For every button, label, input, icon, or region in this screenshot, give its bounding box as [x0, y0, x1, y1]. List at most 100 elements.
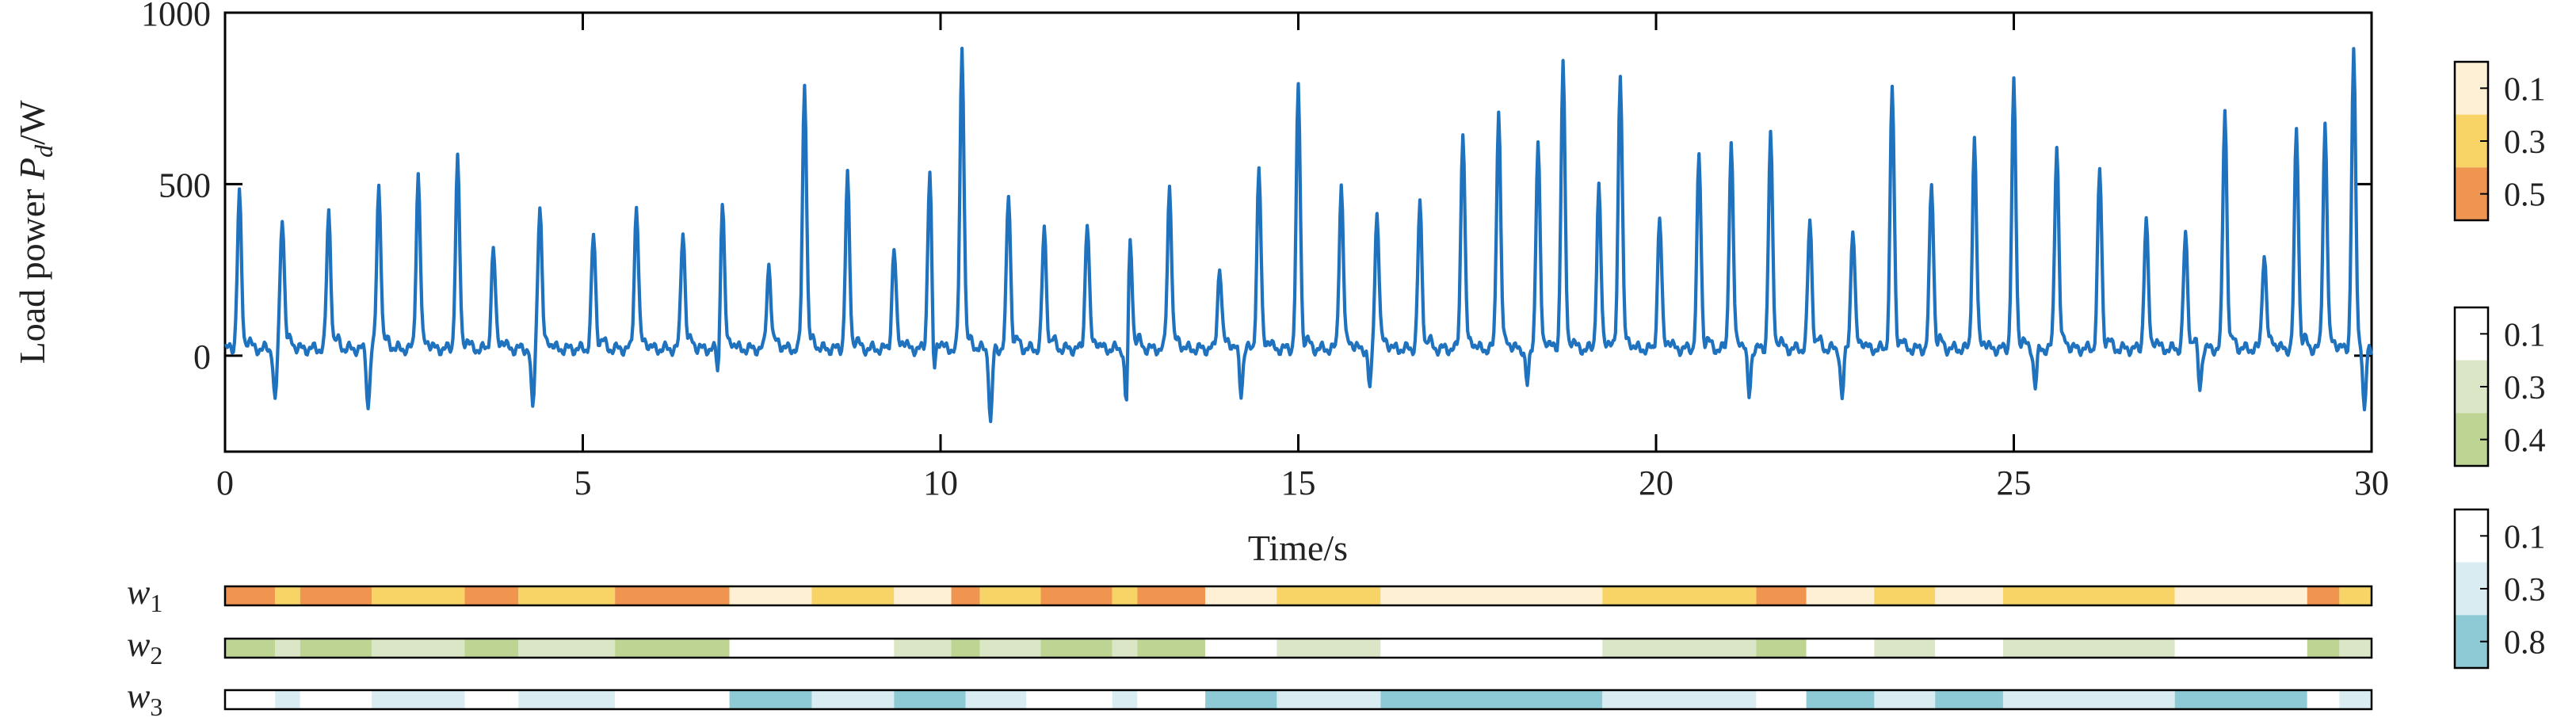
strip-w1-segment: [1112, 586, 1138, 605]
strip-w1-segment: [1380, 586, 1603, 605]
strip-w3-segment: [965, 690, 1027, 709]
strip-w2-segment: [1137, 639, 1206, 658]
strip-w2-segment: [1602, 639, 1757, 658]
y-tick-label: 0: [193, 338, 211, 376]
colorbar-w2-label: 0.4: [2504, 423, 2546, 460]
strip-w3-segment: [1806, 690, 1875, 709]
strip-w3-segment: [615, 690, 730, 709]
strip-w1-label: w1: [127, 573, 162, 617]
strip-w2-segment: [300, 639, 372, 658]
colorbar-w2-border: [2453, 306, 2490, 467]
strip-w2-segment: [225, 639, 276, 658]
strip-w1-segment: [1806, 586, 1875, 605]
strip-w3-segment: [1137, 690, 1206, 709]
strip-w3-segment: [1602, 690, 1757, 709]
strip-w3-segment: [2339, 690, 2372, 709]
colorbars: 0.1 0.3 0.5 0.1 0.3 0.4 0.1 0.3 0.8: [2453, 60, 2546, 670]
strip-w1-segment: [1874, 586, 1936, 605]
strip-w1-segment: [2002, 586, 2175, 605]
strip-w3-segment: [300, 690, 372, 709]
x-tick-label: 20: [1639, 464, 1673, 502]
plot-area: [223, 11, 2373, 453]
strip-w3-segment: [1277, 690, 1381, 709]
strip-w2-segment: [1040, 639, 1112, 658]
weight-strips: w1 w2 w3: [127, 573, 2373, 721]
strip-w2-segment: [729, 639, 895, 658]
colorbar-w2-label: 0.3: [2504, 370, 2546, 406]
x-tick-label: 0: [216, 464, 234, 502]
strip-w1-segment: [464, 586, 519, 605]
strip-w2-segment: [979, 639, 1041, 658]
strip-w1-segment: [2174, 586, 2307, 605]
strip-w1-segment: [1137, 586, 1206, 605]
colorbar-w1-label: 0.5: [2504, 177, 2546, 214]
strip-w3-segment: [1380, 690, 1603, 709]
strip-w3-segment: [1935, 690, 2003, 709]
strip-w3-segment: [518, 690, 616, 709]
strip-w1-segment: [1602, 586, 1757, 605]
strip-w3-segment: [2002, 690, 2175, 709]
strip-w1-segment: [979, 586, 1041, 605]
strip-w3-segment: [372, 690, 465, 709]
strip-w2-segment: [1380, 639, 1603, 658]
strip-w3-segment: [811, 690, 895, 709]
strip-w2-segment: [615, 639, 730, 658]
strip-w3-segment: [1112, 690, 1138, 709]
strip-w2-segment: [1806, 639, 1875, 658]
colorbar-w1-label: 0.3: [2504, 124, 2546, 161]
x-tick-label: 15: [1281, 464, 1316, 502]
y-axis-title: Load power Pd/W: [12, 100, 58, 364]
x-tick-label: 5: [574, 464, 592, 502]
strip-w2-segment: [1112, 639, 1138, 658]
strip-w3-border: [223, 689, 2373, 711]
strip-w2-segment: [951, 639, 980, 658]
strip-w1-segment: [275, 586, 300, 605]
strip-w1-segment: [1935, 586, 2003, 605]
colorbar-w3-label: 0.3: [2504, 572, 2546, 609]
strip-w2-segment: [2307, 639, 2340, 658]
x-tick-label: 30: [2354, 464, 2389, 502]
strip-w1-segment: [1277, 586, 1381, 605]
colorbar-w1-border: [2453, 60, 2490, 222]
strip-w2-segment: [2174, 639, 2307, 658]
strip-w3-segment: [1756, 690, 1807, 709]
strip-w3-segment: [464, 690, 519, 709]
strip-w2-border: [223, 637, 2373, 659]
y-axis-title-prefix: Load power: [12, 180, 52, 364]
strip-w1-segment: [372, 586, 465, 605]
strip-w1-segment: [1205, 586, 1277, 605]
strip-w1-segment: [2339, 586, 2372, 605]
strip-w2-segment: [464, 639, 519, 658]
strip-w1-segment: [615, 586, 730, 605]
load-power-series-line: [224, 47, 2374, 424]
colorbar-w3-label: 0.8: [2504, 625, 2546, 662]
strip-w2-segment: [1756, 639, 1807, 658]
strip-w1-segment: [729, 586, 812, 605]
strip-w1-segment: [811, 586, 895, 605]
strip-w2-segment: [1205, 639, 1277, 658]
y-tick-label: 500: [158, 166, 211, 204]
strip-w2-label: w2: [127, 625, 162, 670]
strip-w3-segment: [2174, 690, 2307, 709]
y-tick-label: 1000: [141, 0, 211, 33]
x-axis-title: Time/s: [1248, 528, 1348, 568]
strip-w1-segment: [1040, 586, 1112, 605]
strip-w2-segment: [1874, 639, 1936, 658]
strip-w1-segment: [1756, 586, 1807, 605]
strip-w2-segment: [1277, 639, 1381, 658]
colorbar-w3-label: 0.1: [2504, 519, 2546, 555]
strip-w2-segment: [518, 639, 616, 658]
strip-w3-segment: [1205, 690, 1277, 709]
y-axis: 0 500 1000: [141, 0, 2372, 376]
strip-w3-segment: [1026, 690, 1112, 709]
y-axis-title-suffix: /W: [12, 100, 52, 145]
x-tick-label: 10: [923, 464, 958, 502]
strip-w3-segment: [225, 690, 276, 709]
strip-w2-segment: [2339, 639, 2372, 658]
strip-w3-segment: [894, 690, 966, 709]
colorbar-w3-border: [2453, 508, 2490, 670]
strip-w2-segment: [275, 639, 300, 658]
strip-w3-segment: [729, 690, 812, 709]
colorbar-w2-label: 0.1: [2504, 317, 2546, 353]
strip-w2-segment: [372, 639, 465, 658]
